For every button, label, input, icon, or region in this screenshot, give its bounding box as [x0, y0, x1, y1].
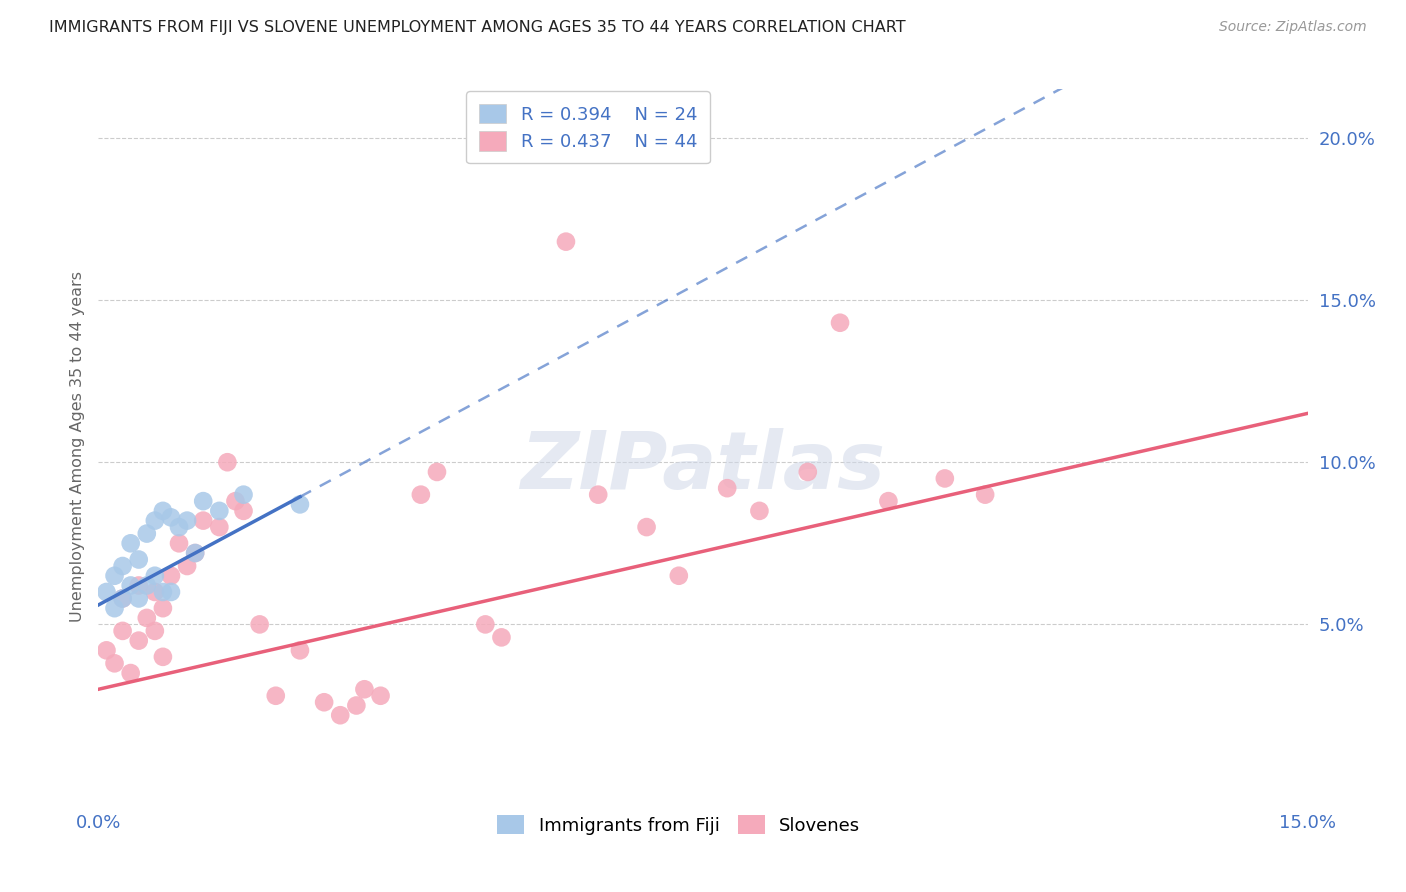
- Point: [143, 568, 166, 582]
- Point: [934, 471, 956, 485]
- Point: [120, 578, 142, 592]
- Point: [135, 578, 157, 592]
- Legend: Immigrants from Fiji, Slovenes: Immigrants from Fiji, Slovenes: [488, 805, 869, 844]
- Point: [167, 520, 190, 534]
- Point: [128, 552, 150, 566]
- Point: [353, 682, 375, 697]
- Point: [828, 316, 851, 330]
- Y-axis label: Unemployment Among Ages 35 to 44 years: Unemployment Among Ages 35 to 44 years: [69, 270, 84, 622]
- Point: [491, 631, 513, 645]
- Point: [716, 481, 738, 495]
- Point: [160, 585, 183, 599]
- Point: [668, 568, 690, 582]
- Point: [111, 591, 134, 606]
- Point: [232, 504, 254, 518]
- Point: [288, 643, 311, 657]
- Text: Source: ZipAtlas.com: Source: ZipAtlas.com: [1219, 20, 1367, 34]
- Point: [152, 649, 174, 664]
- Point: [152, 601, 174, 615]
- Point: [184, 546, 207, 560]
- Point: [128, 633, 150, 648]
- Point: [264, 689, 287, 703]
- Point: [474, 617, 496, 632]
- Point: [370, 689, 392, 703]
- Point: [103, 657, 125, 671]
- Point: [111, 559, 134, 574]
- Point: [208, 504, 231, 518]
- Point: [143, 514, 166, 528]
- Point: [128, 591, 150, 606]
- Point: [636, 520, 658, 534]
- Point: [232, 488, 254, 502]
- Point: [217, 455, 239, 469]
- Point: [409, 488, 432, 502]
- Point: [224, 494, 246, 508]
- Point: [586, 488, 609, 502]
- Point: [135, 526, 157, 541]
- Point: [288, 497, 311, 511]
- Point: [797, 465, 820, 479]
- Point: [120, 536, 142, 550]
- Point: [103, 568, 125, 582]
- Point: [176, 559, 198, 574]
- Point: [128, 578, 150, 592]
- Point: [96, 585, 118, 599]
- Point: [111, 624, 134, 638]
- Point: [329, 708, 352, 723]
- Point: [193, 514, 215, 528]
- Text: IMMIGRANTS FROM FIJI VS SLOVENE UNEMPLOYMENT AMONG AGES 35 TO 44 YEARS CORRELATI: IMMIGRANTS FROM FIJI VS SLOVENE UNEMPLOY…: [49, 20, 905, 35]
- Point: [193, 494, 215, 508]
- Point: [344, 698, 367, 713]
- Point: [748, 504, 770, 518]
- Point: [176, 514, 198, 528]
- Point: [103, 601, 125, 615]
- Point: [249, 617, 271, 632]
- Point: [314, 695, 336, 709]
- Point: [426, 465, 449, 479]
- Point: [152, 585, 174, 599]
- Point: [143, 624, 166, 638]
- Point: [877, 494, 900, 508]
- Point: [160, 510, 183, 524]
- Point: [555, 235, 578, 249]
- Point: [96, 643, 118, 657]
- Text: ZIPatlas: ZIPatlas: [520, 428, 886, 507]
- Point: [111, 591, 134, 606]
- Point: [974, 488, 997, 502]
- Point: [208, 520, 231, 534]
- Point: [120, 666, 142, 681]
- Point: [135, 611, 157, 625]
- Point: [167, 536, 190, 550]
- Point: [184, 546, 207, 560]
- Point: [160, 568, 183, 582]
- Point: [152, 504, 174, 518]
- Point: [143, 585, 166, 599]
